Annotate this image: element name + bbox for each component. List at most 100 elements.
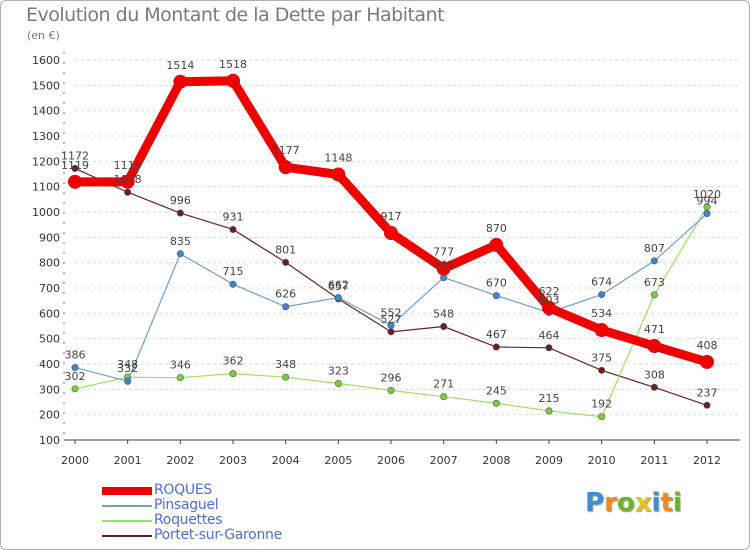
- data-point-pinsaguel: [334, 294, 342, 302]
- data-label-pinsaguel: 626: [275, 288, 296, 301]
- data-label-pinsaguel: 715: [223, 265, 244, 278]
- data-label-roquettes: 323: [328, 365, 349, 378]
- y-tick-label: 1000: [32, 206, 60, 219]
- data-label-portet-sur-garonne: 931: [223, 210, 244, 223]
- legend-label-roques: ROQUES: [154, 482, 212, 498]
- data-label-roquettes: 346: [170, 359, 191, 372]
- data-point-portet-sur-garonne: [229, 225, 237, 233]
- logo-letter: r: [604, 488, 617, 518]
- y-tick-label: 1100: [32, 181, 60, 194]
- data-point-roques: [226, 73, 240, 88]
- data-point-roques: [173, 74, 188, 89]
- legend-swatch-pinsaguel: [102, 505, 152, 507]
- data-point-roques: [594, 323, 609, 338]
- data-label-roquettes: 192: [591, 398, 612, 411]
- data-label-roques: 777: [433, 245, 454, 258]
- x-tick-label: 2005: [324, 454, 352, 467]
- data-label-roquettes: 302: [65, 370, 86, 383]
- data-point-roques: [331, 167, 346, 182]
- data-label-portet-sur-garonne: 467: [486, 328, 507, 341]
- data-label-pinsaguel: 741: [433, 259, 454, 272]
- y-tick-label: 700: [39, 282, 60, 295]
- data-label-roques: 1119: [61, 159, 89, 172]
- x-tick-label: 2007: [430, 454, 458, 467]
- data-label-portet-sur-garonne: 1078: [114, 173, 142, 186]
- data-point-roquettes: [650, 291, 658, 299]
- data-point-roques: [647, 339, 662, 354]
- data-label-roques: 534: [591, 307, 612, 320]
- data-label-pinsaguel: 807: [644, 242, 665, 255]
- data-label-roques: 1514: [166, 59, 194, 72]
- data-point-roquettes: [282, 373, 290, 381]
- data-point-roques: [120, 174, 135, 189]
- data-point-pinsaguel: [176, 250, 184, 258]
- legend-label-portet-sur-garonne: Portet-sur-Garonne: [154, 527, 282, 543]
- data-point-roquettes: [387, 386, 395, 394]
- data-label-pinsaguel: 670: [486, 277, 507, 290]
- data-point-portet-sur-garonne: [492, 343, 500, 351]
- y-tick-label: 800: [39, 257, 60, 270]
- y-tick-label: 600: [39, 307, 60, 320]
- data-label-roquettes: 362: [223, 355, 244, 368]
- data-label-pinsaguel: 603: [539, 294, 560, 307]
- legend-label-pinsaguel: Pinsaguel: [154, 497, 219, 513]
- x-tick-label: 2006: [377, 454, 405, 467]
- data-label-roques: 471: [644, 323, 665, 336]
- data-point-roques: [542, 300, 556, 315]
- data-point-portet-sur-garonne: [124, 188, 132, 196]
- legend-swatch-portet-sur-garonne: [102, 535, 152, 537]
- y-tick-label: 1300: [32, 130, 60, 143]
- data-point-pinsaguel: [650, 257, 658, 265]
- data-label-pinsaguel: 994: [697, 195, 718, 208]
- y-tick-label: 300: [39, 383, 60, 396]
- legend-swatch-roques: [102, 487, 152, 495]
- data-label-portet-sur-garonne: 657: [328, 280, 349, 293]
- data-label-portet-sur-garonne: 308: [644, 368, 665, 381]
- data-label-roques: 1518: [219, 58, 247, 71]
- data-point-roques: [700, 354, 714, 369]
- proxiti-logo: Proxiti: [585, 488, 682, 518]
- x-tick-label: 2000: [61, 454, 89, 467]
- data-label-portet-sur-garonne: 1172: [61, 149, 89, 162]
- data-point-roques: [436, 261, 451, 276]
- data-point-pinsaguel: [387, 321, 395, 329]
- data-point-pinsaguel: [703, 210, 711, 218]
- data-point-portet-sur-garonne: [387, 328, 395, 336]
- data-label-portet-sur-garonne: 996: [170, 194, 191, 207]
- data-label-portet-sur-garonne: 464: [539, 329, 560, 342]
- data-label-roques: 917: [381, 210, 402, 223]
- data-point-roques: [489, 237, 504, 252]
- x-tick-label: 2004: [272, 454, 300, 467]
- legend-swatch-roquettes: [102, 520, 152, 522]
- legend-label-roquettes: Roquettes: [154, 512, 223, 528]
- logo-letter: P: [585, 488, 605, 518]
- logo-letter: x: [634, 488, 652, 518]
- data-label-roquettes: 215: [539, 392, 560, 405]
- x-tick-label: 2009: [535, 454, 563, 467]
- data-point-roquettes: [71, 385, 79, 393]
- y-tick-label: 400: [39, 358, 60, 371]
- y-tick-label: 500: [39, 333, 60, 346]
- data-label-roquettes: 296: [381, 371, 402, 384]
- y-tick-label: 1500: [32, 79, 60, 92]
- x-tick-label: 2002: [166, 454, 194, 467]
- data-label-portet-sur-garonne: 548: [433, 308, 454, 321]
- data-label-pinsaguel: 674: [591, 276, 612, 289]
- data-point-pinsaguel: [282, 303, 290, 311]
- data-point-roques: [278, 160, 293, 175]
- data-label-roquettes: 1020: [693, 188, 721, 201]
- data-label-pinsaguel: 386: [65, 349, 86, 362]
- data-point-portet-sur-garonne: [176, 209, 184, 217]
- data-point-portet-sur-garonne: [598, 366, 606, 374]
- data-point-roquettes: [176, 374, 184, 382]
- data-label-roquettes: 245: [486, 384, 507, 397]
- data-label-roques: 408: [697, 339, 718, 352]
- data-label-portet-sur-garonne: 527: [381, 313, 402, 326]
- data-label-portet-sur-garonne: 237: [697, 386, 718, 399]
- data-point-pinsaguel: [229, 280, 237, 288]
- data-point-roquettes: [334, 380, 342, 388]
- data-point-roquettes: [545, 407, 553, 415]
- data-label-roques: 622: [539, 285, 560, 298]
- logo-letter: i: [672, 488, 682, 518]
